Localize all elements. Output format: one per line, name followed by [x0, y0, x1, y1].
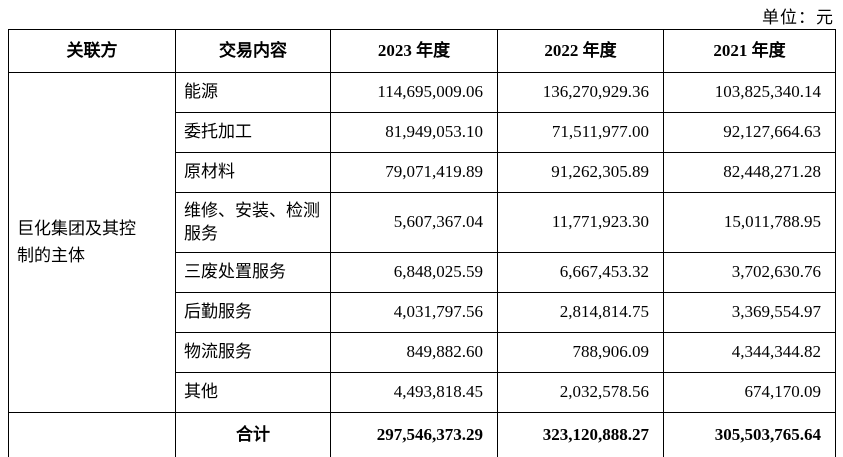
total-2022: 323,120,888.27 — [497, 412, 664, 457]
header-related-party: 关联方 — [8, 29, 176, 73]
amount-2022: 11,771,923.30 — [497, 192, 664, 253]
amount-2022: 6,667,453.32 — [497, 252, 664, 293]
amount-2023: 849,882.60 — [330, 332, 498, 373]
table-row: 三废处置服务 6,848,025.59 6,667,453.32 3,702,6… — [9, 252, 836, 293]
item-cell: 委托加工 — [175, 112, 331, 153]
table-row: 后勤服务 4,031,797.56 2,814,814.75 3,369,554… — [9, 292, 836, 333]
amount-2022: 136,270,929.36 — [497, 72, 664, 113]
related-party-transactions-table: 关联方 交易内容 2023 年度 2022 年度 2021 年度 巨化集团及其控… — [8, 29, 836, 457]
amount-2022: 788,906.09 — [497, 332, 664, 373]
header-transaction-content: 交易内容 — [175, 29, 331, 73]
table-row: 委托加工 81,949,053.10 71,511,977.00 92,127,… — [9, 112, 836, 153]
total-label: 合计 — [175, 412, 331, 457]
table-row: 物流服务 849,882.60 788,906.09 4,344,344.82 — [9, 332, 836, 373]
item-cell: 后勤服务 — [175, 292, 331, 333]
item-cell: 物流服务 — [175, 332, 331, 373]
header-year-2021: 2021 年度 — [663, 29, 836, 73]
item-cell: 其他 — [175, 372, 331, 413]
item-cell: 维修、安装、检测服务 — [175, 192, 331, 253]
amount-2021: 3,702,630.76 — [663, 252, 836, 293]
total-empty-cell — [8, 412, 176, 457]
amount-2023: 5,607,367.04 — [330, 192, 498, 253]
amount-2022: 2,814,814.75 — [497, 292, 664, 333]
amount-2023: 4,493,818.45 — [330, 372, 498, 413]
amount-2021: 3,369,554.97 — [663, 292, 836, 333]
amount-2021: 92,127,664.63 — [663, 112, 836, 153]
item-cell: 原材料 — [175, 152, 331, 193]
amount-2022: 2,032,578.56 — [497, 372, 664, 413]
header-year-2023: 2023 年度 — [330, 29, 498, 73]
table-row: 维修、安装、检测服务 5,607,367.04 11,771,923.30 15… — [9, 192, 836, 253]
amount-2023: 114,695,009.06 — [330, 72, 498, 113]
amount-2023: 81,949,053.10 — [330, 112, 498, 153]
item-cell: 能源 — [175, 72, 331, 113]
amount-2021: 4,344,344.82 — [663, 332, 836, 373]
table-row: 其他 4,493,818.45 2,032,578.56 674,170.09 — [9, 372, 836, 413]
amount-2021: 103,825,340.14 — [663, 72, 836, 113]
amount-2023: 4,031,797.56 — [330, 292, 498, 333]
table-row: 原材料 79,071,419.89 91,262,305.89 82,448,2… — [9, 152, 836, 193]
header-row: 关联方 交易内容 2023 年度 2022 年度 2021 年度 — [8, 29, 836, 73]
header-year-2022: 2022 年度 — [497, 29, 664, 73]
related-party-cell: 巨化集团及其控制的主体 — [8, 72, 176, 413]
item-cell: 三废处置服务 — [175, 252, 331, 293]
amount-2022: 71,511,977.00 — [497, 112, 664, 153]
total-2021: 305,503,765.64 — [663, 412, 836, 457]
total-2023: 297,546,373.29 — [330, 412, 498, 457]
table-row: 巨化集团及其控制的主体 能源 114,695,009.06 136,270,92… — [8, 72, 836, 413]
amount-2021: 674,170.09 — [663, 372, 836, 413]
amount-2023: 6,848,025.59 — [330, 252, 498, 293]
amount-2023: 79,071,419.89 — [330, 152, 498, 193]
amount-2021: 15,011,788.95 — [663, 192, 836, 253]
amount-2022: 91,262,305.89 — [497, 152, 664, 193]
total-row: 合计 297,546,373.29 323,120,888.27 305,503… — [8, 412, 836, 457]
unit-label: 单位：元 — [762, 8, 834, 27]
amount-2021: 82,448,271.28 — [663, 152, 836, 193]
